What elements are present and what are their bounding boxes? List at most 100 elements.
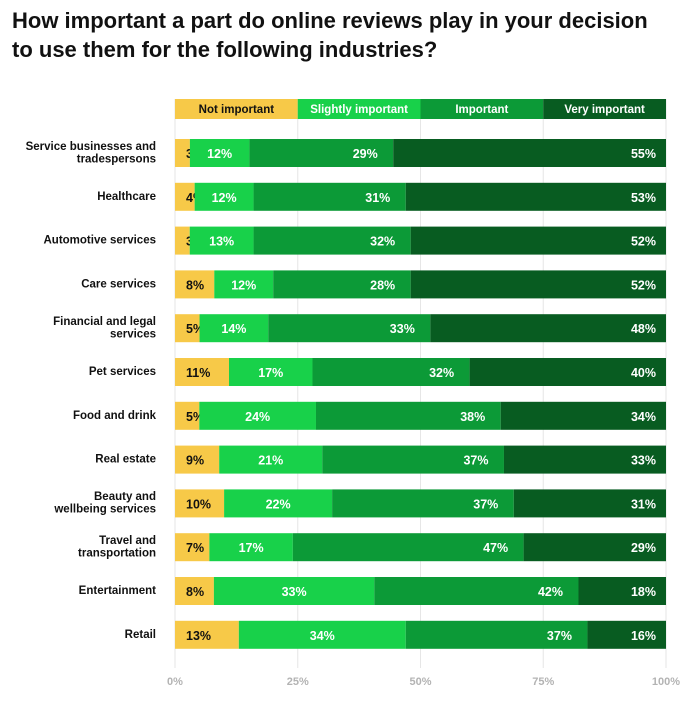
bar-segment-not-important <box>175 489 225 518</box>
bar-segment-slightly-important <box>194 182 254 211</box>
bar-segment-not-important <box>175 270 215 299</box>
data-label: 40% <box>631 366 656 380</box>
bar-segment-important <box>273 270 411 299</box>
bar-segment-important <box>315 401 501 430</box>
data-label: 52% <box>631 278 656 292</box>
bar-segment-important <box>249 139 394 167</box>
data-label: 14% <box>221 322 246 336</box>
bar-segment-slightly-important <box>213 577 375 605</box>
bar-segment-important <box>374 577 579 605</box>
bar-segment-slightly-important <box>199 314 269 343</box>
data-label: 34% <box>310 629 335 643</box>
x-tick-label: 25% <box>287 676 309 688</box>
legend-label-very-important: Very important <box>564 104 645 116</box>
bar-segment-very-important <box>405 182 666 211</box>
category-label: Real estate <box>95 454 156 466</box>
x-tick-label: 100% <box>652 676 680 688</box>
data-label: 53% <box>631 191 656 205</box>
data-label: 18% <box>631 585 656 599</box>
bars: 3%12%29%55%4%12%31%53%3%13%32%52%8%12%28… <box>175 139 666 649</box>
bar-segment-not-important <box>175 226 190 255</box>
data-label: 37% <box>463 454 488 468</box>
bar-segment-slightly-important <box>229 358 313 386</box>
data-label: 12% <box>207 147 232 161</box>
data-label: 12% <box>212 191 237 205</box>
category-label: Entertainment <box>79 585 156 597</box>
data-label: 11% <box>186 366 210 380</box>
bar-segment-slightly-important <box>189 139 250 167</box>
bar-segment-important <box>292 533 524 562</box>
data-label: 38% <box>460 410 485 424</box>
bar-segment-not-important <box>175 358 230 386</box>
bar-segment-slightly-important <box>224 489 333 518</box>
x-tick-label: 75% <box>532 676 554 688</box>
chart-title: How important a part do online reviews p… <box>12 8 648 62</box>
data-label: 32% <box>429 366 454 380</box>
data-label: 52% <box>631 235 656 249</box>
x-tick-label: 0% <box>167 676 183 688</box>
bar-segment-important <box>332 489 514 518</box>
bar-segment-not-important <box>175 139 190 167</box>
data-label: 33% <box>282 585 307 599</box>
data-label: 13% <box>186 629 211 643</box>
legend-swatch-very-important <box>543 99 666 119</box>
data-label: 34% <box>631 410 656 424</box>
bar-segment-slightly-important <box>219 445 323 474</box>
category-label: Healthcare <box>97 191 156 203</box>
data-label: 13% <box>209 235 234 249</box>
bar-segment-important <box>405 620 588 649</box>
data-label: 42% <box>538 585 563 599</box>
category-label: Pet services <box>89 366 156 378</box>
legend-label-important: Important <box>455 104 508 116</box>
data-label: 16% <box>631 629 656 643</box>
bar-segment-very-important <box>410 270 666 299</box>
data-label: 17% <box>239 541 264 555</box>
data-label: 32% <box>370 235 395 249</box>
data-label: 29% <box>353 147 378 161</box>
bar-segment-very-important <box>523 533 666 562</box>
bar-segment-very-important <box>393 139 666 167</box>
category-label: Travel and transportation <box>78 535 156 560</box>
legend-label-slightly-important: Slightly important <box>310 104 408 116</box>
data-label: 17% <box>258 366 283 380</box>
data-label: 28% <box>370 278 395 292</box>
data-label: 22% <box>266 497 291 511</box>
legend-swatch-slightly-important <box>297 99 421 119</box>
bar-segment-not-important <box>175 182 195 211</box>
bar-segment-important <box>312 358 470 386</box>
bar-segment-very-important <box>430 314 666 343</box>
data-label: 10% <box>186 497 211 511</box>
data-label: 12% <box>231 278 256 292</box>
bar-segment-not-important <box>175 533 210 562</box>
category-labels: Service businesses and tradespersons Healt… <box>26 141 157 641</box>
data-label: 7% <box>186 541 204 555</box>
data-label: 9% <box>186 454 204 468</box>
legend-swatch-important <box>420 99 544 119</box>
bar-segment-very-important <box>503 445 666 474</box>
bar-segment-slightly-important <box>214 270 274 299</box>
bar-segment-very-important <box>587 620 666 649</box>
bar-segment-very-important <box>500 401 666 430</box>
data-label: 37% <box>547 629 572 643</box>
data-label: 8% <box>186 278 204 292</box>
bar-segment-slightly-important <box>209 533 293 562</box>
data-label: 48% <box>631 322 656 336</box>
bar-segment-very-important <box>513 489 666 518</box>
bar-segment-not-important <box>175 620 239 649</box>
data-label: 31% <box>631 497 656 511</box>
data-label: 47% <box>483 541 508 555</box>
bar-segment-important <box>268 314 431 343</box>
category-label: Food and drink <box>73 410 157 422</box>
bar-segment-slightly-important <box>199 401 316 430</box>
bar-segment-not-important <box>175 577 214 605</box>
data-label: 33% <box>631 454 656 468</box>
legend-label-not-important: Not important <box>199 104 275 116</box>
category-label: Financial and legal services <box>53 316 156 341</box>
data-label: 37% <box>473 497 498 511</box>
legend-swatch-not-important <box>175 99 298 119</box>
bar-segment-not-important <box>175 445 220 474</box>
legend: Not important Slightly important Important… <box>175 99 666 119</box>
x-tick-label: 50% <box>409 676 431 688</box>
data-label: 24% <box>245 410 270 424</box>
category-label: Automotive services <box>44 235 157 247</box>
